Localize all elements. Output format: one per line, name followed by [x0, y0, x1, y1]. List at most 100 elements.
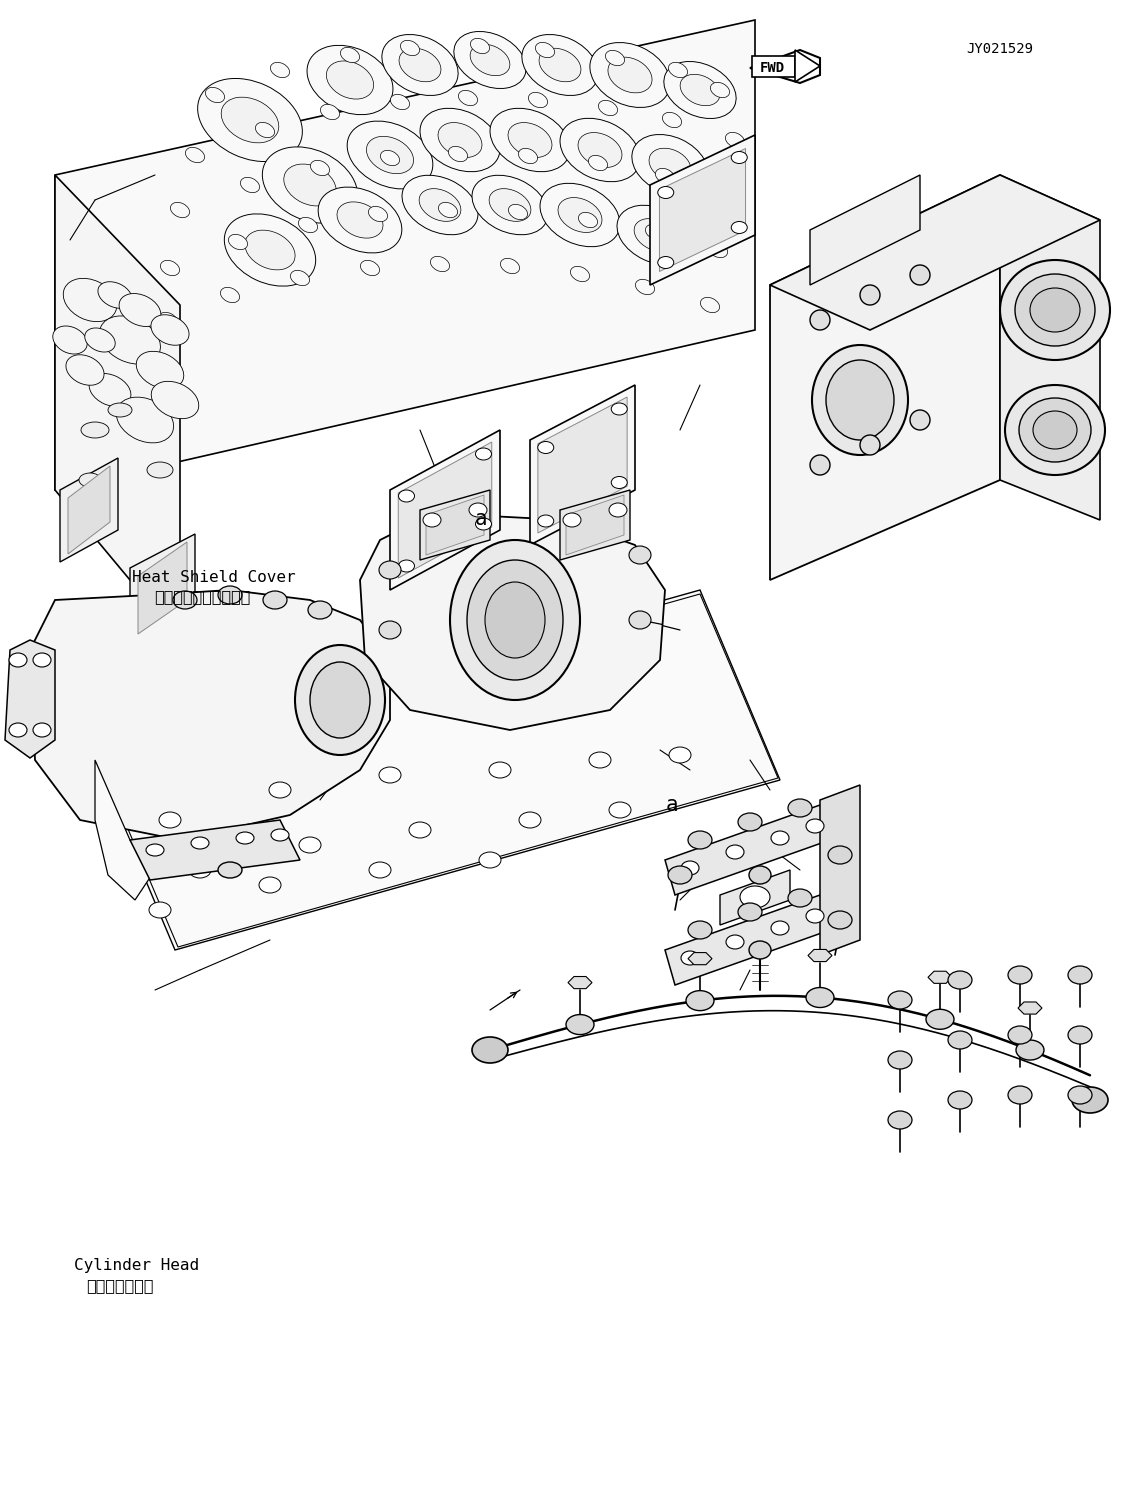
Ellipse shape: [379, 620, 402, 640]
Polygon shape: [130, 820, 300, 880]
Ellipse shape: [635, 279, 654, 295]
Ellipse shape: [467, 561, 563, 680]
Ellipse shape: [681, 860, 699, 875]
Ellipse shape: [529, 92, 548, 107]
Ellipse shape: [151, 382, 199, 419]
Ellipse shape: [561, 118, 639, 182]
Ellipse shape: [149, 902, 170, 918]
Ellipse shape: [173, 590, 197, 608]
Polygon shape: [1018, 1002, 1042, 1014]
Ellipse shape: [459, 91, 477, 106]
Polygon shape: [426, 495, 484, 555]
Ellipse shape: [438, 122, 482, 158]
Ellipse shape: [476, 517, 492, 529]
Ellipse shape: [400, 40, 420, 55]
Ellipse shape: [566, 1014, 594, 1035]
Ellipse shape: [1008, 1085, 1032, 1103]
Ellipse shape: [688, 921, 712, 939]
Polygon shape: [67, 467, 110, 555]
Ellipse shape: [160, 261, 180, 276]
Ellipse shape: [136, 352, 184, 389]
Ellipse shape: [310, 662, 370, 738]
Ellipse shape: [469, 502, 487, 517]
Ellipse shape: [219, 586, 243, 604]
Ellipse shape: [700, 297, 720, 313]
Ellipse shape: [1015, 274, 1095, 346]
Ellipse shape: [539, 48, 581, 82]
Polygon shape: [688, 953, 712, 965]
Ellipse shape: [740, 886, 770, 908]
Polygon shape: [95, 590, 780, 950]
Ellipse shape: [807, 819, 824, 833]
Ellipse shape: [85, 328, 116, 352]
Ellipse shape: [888, 992, 912, 1009]
Ellipse shape: [590, 43, 670, 107]
Ellipse shape: [563, 513, 581, 526]
Ellipse shape: [308, 601, 332, 619]
Ellipse shape: [53, 327, 87, 353]
Ellipse shape: [710, 82, 730, 97]
Ellipse shape: [245, 230, 295, 270]
Ellipse shape: [454, 31, 526, 88]
Ellipse shape: [518, 149, 538, 164]
Ellipse shape: [807, 987, 834, 1008]
Ellipse shape: [284, 164, 336, 206]
Ellipse shape: [888, 1111, 912, 1129]
Ellipse shape: [738, 813, 762, 830]
Ellipse shape: [500, 258, 519, 274]
Text: JY021529: JY021529: [967, 42, 1034, 57]
Ellipse shape: [269, 781, 291, 798]
Ellipse shape: [617, 206, 693, 265]
Ellipse shape: [726, 935, 744, 948]
Ellipse shape: [925, 1009, 954, 1029]
Ellipse shape: [341, 48, 359, 63]
Ellipse shape: [189, 862, 210, 878]
Ellipse shape: [634, 219, 676, 252]
Ellipse shape: [9, 723, 27, 737]
Ellipse shape: [488, 762, 511, 778]
Ellipse shape: [771, 921, 789, 935]
Ellipse shape: [788, 799, 812, 817]
Ellipse shape: [108, 403, 132, 417]
Ellipse shape: [725, 133, 745, 148]
Ellipse shape: [649, 148, 691, 182]
Ellipse shape: [1030, 288, 1080, 332]
Ellipse shape: [1000, 259, 1110, 359]
Polygon shape: [928, 971, 952, 984]
Ellipse shape: [810, 310, 831, 330]
Ellipse shape: [262, 148, 358, 224]
Ellipse shape: [571, 267, 589, 282]
Ellipse shape: [479, 851, 501, 868]
Ellipse shape: [658, 186, 674, 198]
Ellipse shape: [360, 261, 380, 276]
Ellipse shape: [812, 344, 908, 455]
Ellipse shape: [151, 315, 189, 346]
Polygon shape: [390, 429, 500, 590]
Polygon shape: [55, 174, 180, 640]
Ellipse shape: [326, 61, 374, 98]
Ellipse shape: [198, 79, 302, 161]
Ellipse shape: [681, 75, 720, 106]
Ellipse shape: [749, 941, 771, 959]
Text: FWD: FWD: [760, 61, 785, 75]
Ellipse shape: [629, 611, 651, 629]
Ellipse shape: [420, 109, 500, 171]
Polygon shape: [650, 136, 755, 285]
Text: ヒートシールドカバー: ヒートシールドカバー: [154, 589, 251, 604]
Ellipse shape: [519, 813, 541, 828]
Ellipse shape: [631, 134, 708, 195]
Ellipse shape: [390, 94, 410, 110]
Ellipse shape: [9, 653, 27, 666]
Ellipse shape: [598, 100, 618, 116]
Ellipse shape: [470, 45, 510, 76]
Polygon shape: [569, 977, 591, 989]
Ellipse shape: [159, 313, 177, 328]
Ellipse shape: [522, 34, 598, 95]
Ellipse shape: [337, 201, 383, 239]
Ellipse shape: [159, 813, 181, 828]
Polygon shape: [770, 174, 1000, 580]
Polygon shape: [820, 784, 860, 956]
Ellipse shape: [771, 830, 789, 845]
Ellipse shape: [609, 802, 631, 819]
Ellipse shape: [450, 540, 580, 699]
